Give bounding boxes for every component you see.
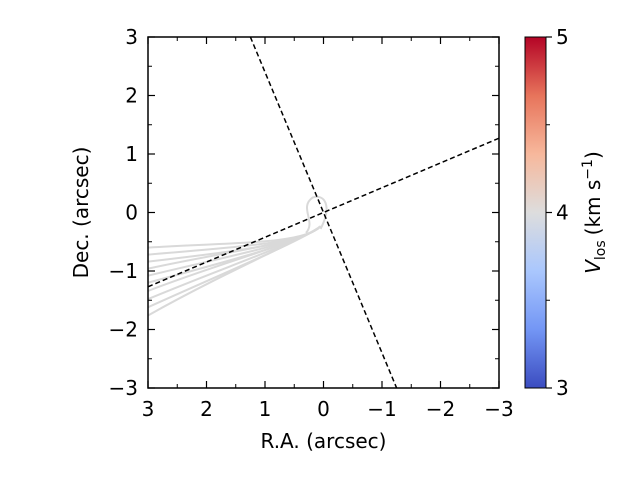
colorbar-tick-label: 5: [556, 25, 569, 49]
y-tick-label: 1: [125, 142, 138, 166]
colorbar-label-close: ): [581, 151, 605, 159]
y-tick-label: −1: [109, 259, 138, 283]
colorbar-ticks: 3 4 5: [546, 25, 569, 400]
colorbar-label-symbol: V: [581, 259, 605, 274]
x-axis-label: R.A. (arcsec): [261, 429, 387, 453]
y-tick-label: 0: [125, 201, 138, 225]
streamline: [148, 225, 322, 317]
x-tick-label: −2: [426, 397, 455, 421]
colorbar-label-subscript: los: [593, 240, 609, 260]
y-tick-label: −3: [109, 376, 138, 400]
x-tick-label: −3: [484, 397, 513, 421]
reference-line: [148, 137, 499, 288]
streamline: [305, 195, 328, 234]
y-axis-ticks: 3 2 1 0 −1 −2 −3: [109, 25, 499, 400]
reference-lines: [148, 37, 499, 388]
x-tick-label: 2: [200, 397, 213, 421]
plot-frame: [147, 36, 500, 389]
x-tick-label: 0: [317, 397, 330, 421]
reference-line: [249, 37, 398, 388]
x-tick-label: 1: [259, 397, 272, 421]
y-tick-label: 2: [125, 84, 138, 108]
colorbar-label-unit: (km s: [581, 180, 605, 236]
colorbar-label-exponent: −1: [580, 159, 596, 180]
x-tick-label: 3: [142, 397, 155, 421]
y-axis-label: Dec. (arcsec): [69, 147, 93, 279]
y-tick-label: −2: [109, 318, 138, 342]
x-tick-label: −1: [367, 397, 396, 421]
streamlines: [148, 195, 328, 317]
colorbar-label: Vlos (km s−1): [580, 151, 609, 274]
x-axis-ticks: 3 2 1 0 −1 −2 −3: [142, 37, 514, 421]
colorbar-tick-label: 3: [556, 376, 569, 400]
colorbar-tick-label: 4: [556, 201, 569, 225]
colorbar: [524, 36, 547, 389]
y-tick-label: 3: [125, 25, 138, 49]
